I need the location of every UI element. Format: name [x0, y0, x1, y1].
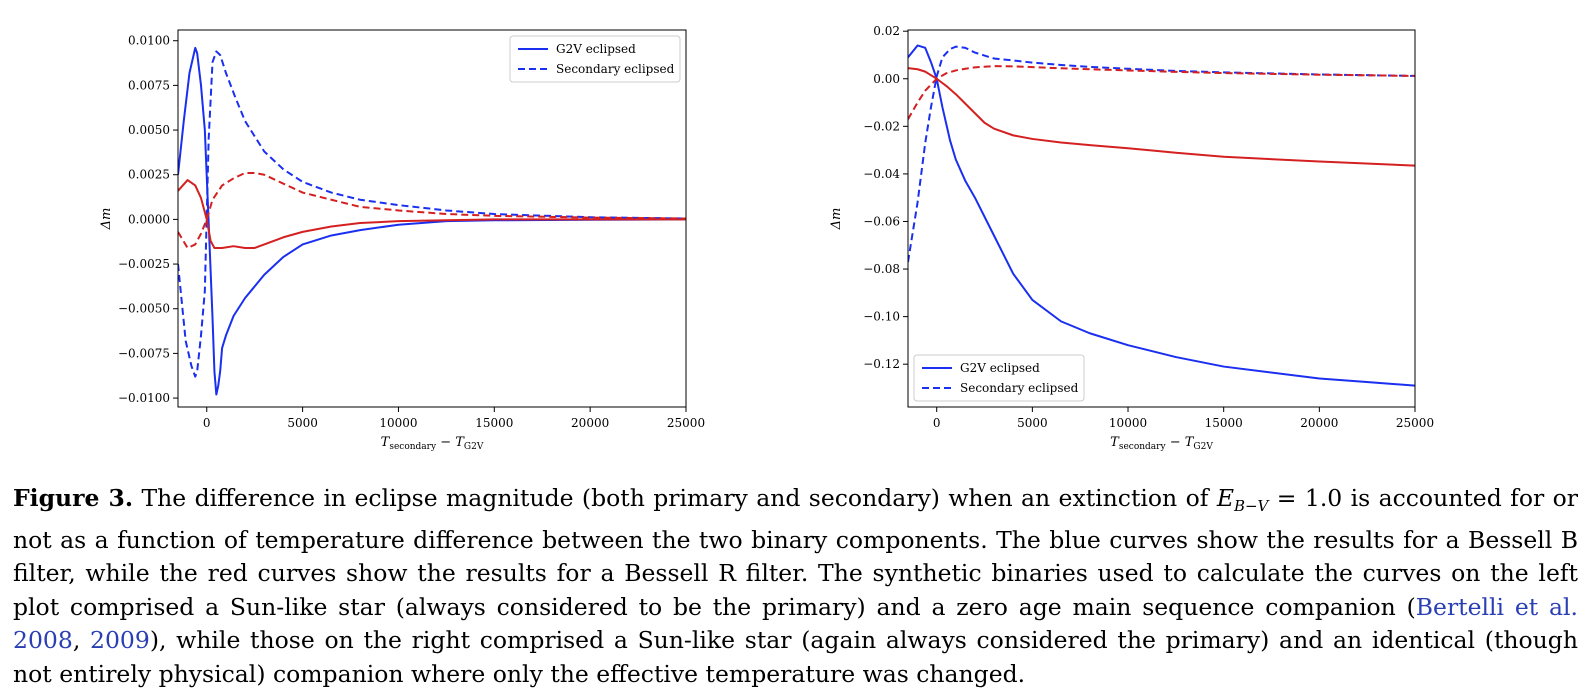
x-tick-label: 15000	[1205, 416, 1243, 430]
x-tick-label: 10000	[379, 416, 417, 430]
x-tick-label: 5000	[1017, 416, 1048, 430]
x-tick-label: 20000	[1300, 416, 1338, 430]
plot-area-frame	[907, 29, 1416, 408]
figure-caption: Figure 3. The difference in eclipse magn…	[13, 482, 1578, 691]
chart-panel-2: 0 5000 10000 15000 20000 25000 0.02 0.00 −0.02 −0…	[829, 24, 1434, 452]
series-line-red-solid	[908, 67, 1415, 167]
legend-entry-label: Secondary eclipsed	[960, 381, 1079, 395]
legend-entry-label: Secondary eclipsed	[556, 62, 675, 76]
caption-label: Figure 3.	[13, 484, 134, 512]
x-tick-label: 10000	[1109, 416, 1147, 430]
caption-math-subscript: B−V	[1233, 497, 1269, 515]
y-tick-label: 0.0000	[128, 212, 170, 226]
citation-link-bertelli-2008[interactable]: Bertelli et al. 2008	[13, 592, 1578, 655]
x-axis-label: Tsecondary − TG2V	[1110, 435, 1213, 452]
x-tick-label: 0	[933, 416, 941, 430]
y-tick-label: −0.02	[863, 119, 900, 133]
series-line-blue-dashed	[908, 45, 1415, 263]
y-tick-label: 0.0100	[128, 34, 170, 48]
x-tick-label: 5000	[287, 416, 318, 430]
y-tick-label: −0.10	[863, 310, 900, 324]
chart-panel-1: 0 5000 10000 15000 20000 25000 0.0100 0.0075 0.0…	[99, 29, 705, 452]
series-line-blue-dashed	[178, 50, 686, 378]
caption-text-part3: ), while those on the right comprised a …	[13, 626, 1578, 688]
y-tick-label: −0.0025	[118, 257, 170, 271]
series-line-blue-solid	[908, 44, 1415, 387]
x-tick-label: 20000	[571, 416, 609, 430]
caption-separator: ,	[72, 626, 90, 654]
y-tick-label: −0.12	[863, 357, 900, 371]
legend-entry-label: G2V eclipsed	[960, 361, 1040, 375]
y-tick-label: 0.0075	[128, 78, 170, 92]
x-tick-label: 15000	[475, 416, 513, 430]
caption-text-part1: The difference in eclipse magnitude (bot…	[133, 484, 1217, 512]
series-line-red-solid	[178, 179, 686, 249]
y-tick-label: −0.0050	[118, 302, 170, 316]
citation-link-2009[interactable]: 2009	[90, 626, 150, 654]
x-tick-label: 0	[203, 416, 211, 430]
caption-text-part2: is accounted for or not as a function of…	[13, 484, 1578, 621]
figure-3: 0 5000 10000 15000 20000 25000 0.0100 0.0075 0.0…	[99, 24, 1434, 452]
y-axis-label: Δm	[99, 208, 114, 231]
series-line-red-dashed	[178, 171, 686, 249]
plot-area-frame	[177, 29, 687, 408]
y-tick-label: −0.08	[863, 262, 900, 276]
legend-box	[509, 35, 681, 83]
series-line-blue-solid	[178, 46, 686, 396]
legend: G2V eclipsed Secondary eclipsed	[913, 354, 1085, 402]
y-tick-label: −0.04	[863, 167, 900, 181]
y-tick-label: −0.0100	[118, 391, 170, 405]
legend-entry-label: G2V eclipsed	[556, 42, 636, 56]
y-tick-label: −0.06	[863, 214, 900, 228]
y-tick-label: 0.00	[873, 72, 900, 86]
y-tick-label: 0.02	[873, 24, 900, 38]
series-line-red-dashed	[908, 65, 1415, 120]
y-tick-label: 0.0025	[128, 168, 170, 182]
x-tick-label: 25000	[1396, 416, 1434, 430]
x-tick-label: 25000	[667, 416, 705, 430]
y-tick-label: 0.0050	[128, 123, 170, 137]
legend-box	[913, 354, 1085, 402]
caption-math-symbol: E	[1216, 484, 1234, 512]
legend: G2V eclipsed Secondary eclipsed	[509, 35, 681, 83]
x-axis-label: Tsecondary − TG2V	[381, 435, 484, 452]
y-axis-label: Δm	[829, 208, 844, 231]
caption-math-value: = 1.0	[1268, 484, 1343, 512]
y-tick-label: −0.0075	[118, 346, 170, 360]
